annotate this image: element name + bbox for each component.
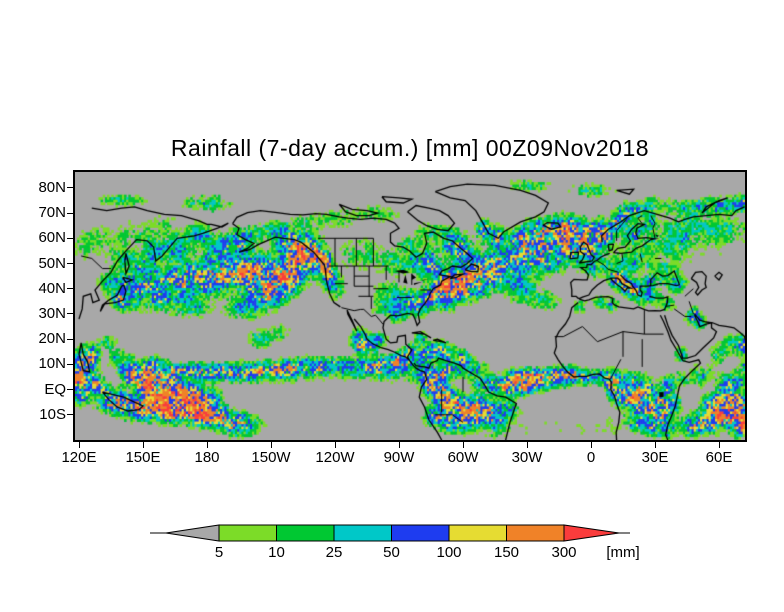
lon-tick-mark — [591, 442, 592, 448]
lat-tick-mark — [67, 288, 73, 290]
lat-tick-mark — [67, 212, 73, 214]
lat-tick-label: EQ — [44, 380, 66, 398]
colorbar-underflow-arrow — [165, 524, 220, 542]
lat-tick-mark — [67, 414, 73, 416]
lon-tick-mark — [463, 442, 464, 448]
lon-tick-label: 30W — [511, 449, 543, 466]
lon-tick-label: 120W — [315, 449, 355, 466]
rainfall-map-canvas — [75, 172, 745, 440]
lon-tick-label: 120E — [61, 449, 97, 466]
lat-tick-mark — [67, 263, 73, 265]
lon-tick-mark — [79, 442, 80, 448]
colorbar-level-label: 300 — [551, 544, 577, 561]
colorbar-level-label: 5 — [214, 544, 224, 561]
colorbar-segment-6 — [506, 524, 565, 542]
lat-tick-label: 20N — [38, 330, 66, 348]
colorbar-segment-2 — [276, 524, 335, 542]
lon-tick-label: 150E — [125, 449, 161, 466]
lat-tick-mark — [67, 338, 73, 340]
colorbar-overflow-arrow — [563, 524, 620, 542]
lat-tick-label: 80N — [38, 178, 66, 196]
lat-tick-mark — [67, 187, 73, 189]
lon-tick-mark — [335, 442, 336, 448]
colorbar-segment-4 — [391, 524, 450, 542]
lat-tick-mark — [67, 389, 73, 391]
lon-tick-mark — [719, 442, 720, 448]
colorbar-segment-3 — [333, 524, 392, 542]
lon-tick-label: 60W — [447, 449, 479, 466]
lon-tick-mark — [399, 442, 400, 448]
plot-title: Rainfall (7-day accum.) [mm] 00Z09Nov201… — [170, 135, 650, 161]
lat-tick-label: 60N — [38, 229, 66, 247]
colorbar-level-label: 150 — [493, 544, 520, 561]
lon-tick-mark — [207, 442, 208, 448]
lon-tick-label: 0 — [586, 449, 596, 466]
colorbar-level-label: 50 — [383, 544, 400, 561]
lat-tick-label: 40N — [38, 279, 66, 297]
lon-tick-label: 60E — [705, 449, 733, 466]
map-frame — [73, 170, 747, 442]
lon-tick-mark — [143, 442, 144, 448]
lat-tick-label: 10S — [39, 405, 66, 423]
lat-tick-mark — [67, 237, 73, 239]
colorbar-level-label: 25 — [325, 544, 343, 561]
lat-tick-label: 30N — [38, 304, 66, 322]
lon-tick-mark — [527, 442, 528, 448]
colorbar-units-label: [mm] — [606, 544, 640, 561]
lat-tick-label: 10N — [38, 355, 66, 373]
lon-tick-label: 30E — [641, 449, 669, 466]
lat-tick-label: 70N — [38, 204, 66, 222]
lon-tick-mark — [271, 442, 272, 448]
lon-tick-label: 180 — [194, 449, 220, 466]
lat-tick-mark — [67, 363, 73, 365]
colorbar-level-label: 10 — [268, 544, 285, 561]
colorbar-segment-1 — [218, 524, 277, 542]
lat-tick-mark — [67, 313, 73, 315]
colorbar-level-label: 100 — [436, 544, 462, 561]
colorbar-segment-5 — [448, 524, 507, 542]
lon-tick-label: 150W — [251, 449, 291, 466]
lat-tick-label: 50N — [38, 254, 66, 272]
lon-tick-label: 90W — [383, 449, 415, 466]
colorbar — [150, 524, 630, 542]
lon-tick-mark — [655, 442, 656, 448]
